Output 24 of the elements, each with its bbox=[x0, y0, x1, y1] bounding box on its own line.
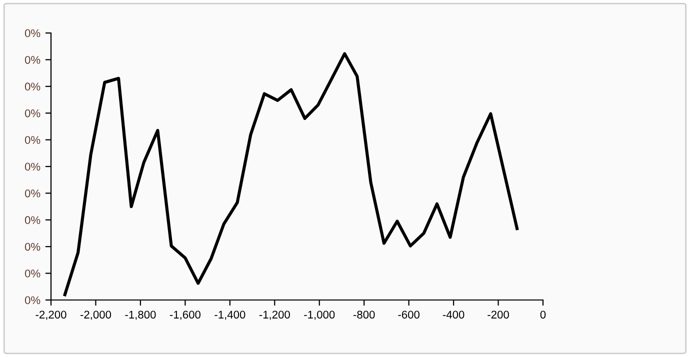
x-tick-label: -200 bbox=[488, 310, 509, 319]
x-tick-label: -1,600 bbox=[170, 310, 200, 320]
x-tick-label: -800 bbox=[353, 310, 375, 319]
y-tick-label: 0% bbox=[24, 82, 40, 91]
y-tick-label: 0% bbox=[24, 216, 40, 224]
y-tick-label: 0% bbox=[24, 109, 40, 118]
x-tick-label: -400 bbox=[442, 310, 464, 319]
y-tick-label: 0% bbox=[24, 296, 40, 304]
y-tick-label: 0% bbox=[24, 29, 40, 38]
y-tick-label: 0% bbox=[24, 56, 40, 64]
x-tick-label: 0 bbox=[540, 310, 546, 319]
y-tick-label: 0% bbox=[24, 136, 40, 144]
x-tick-label: -1,000 bbox=[304, 310, 335, 320]
y-tick-label: 0% bbox=[24, 189, 40, 198]
x-tick-label: -1,400 bbox=[214, 310, 246, 320]
x-tick-label: -2,000 bbox=[80, 310, 112, 320]
y-tick-label: 0% bbox=[24, 270, 40, 278]
x-tick-label: -1,800 bbox=[125, 310, 156, 320]
x-tick-label: -2,200 bbox=[36, 310, 66, 320]
x-tick-label: -600 bbox=[398, 310, 420, 319]
line-series bbox=[63, 52, 519, 296]
y-tick-label: 0% bbox=[24, 242, 40, 251]
x-tick-label: -1,200 bbox=[259, 310, 290, 320]
y-tick-label: 0% bbox=[24, 162, 40, 171]
